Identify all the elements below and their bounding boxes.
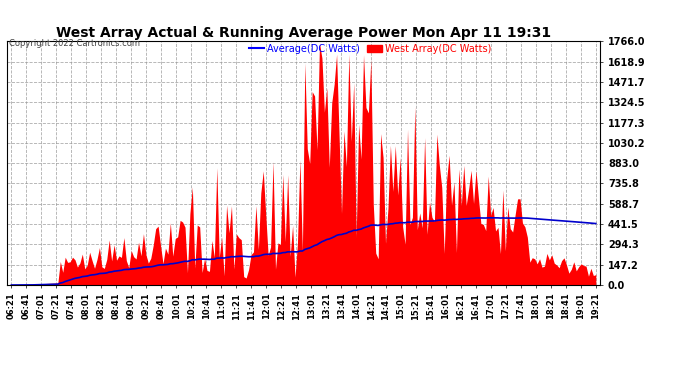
Title: West Array Actual & Running Average Power Mon Apr 11 19:31: West Array Actual & Running Average Powe…: [56, 26, 551, 40]
Legend: Average(DC Watts), West Array(DC Watts): Average(DC Watts), West Array(DC Watts): [249, 44, 491, 54]
Text: Copyright 2022 Cartronics.com: Copyright 2022 Cartronics.com: [9, 39, 140, 48]
